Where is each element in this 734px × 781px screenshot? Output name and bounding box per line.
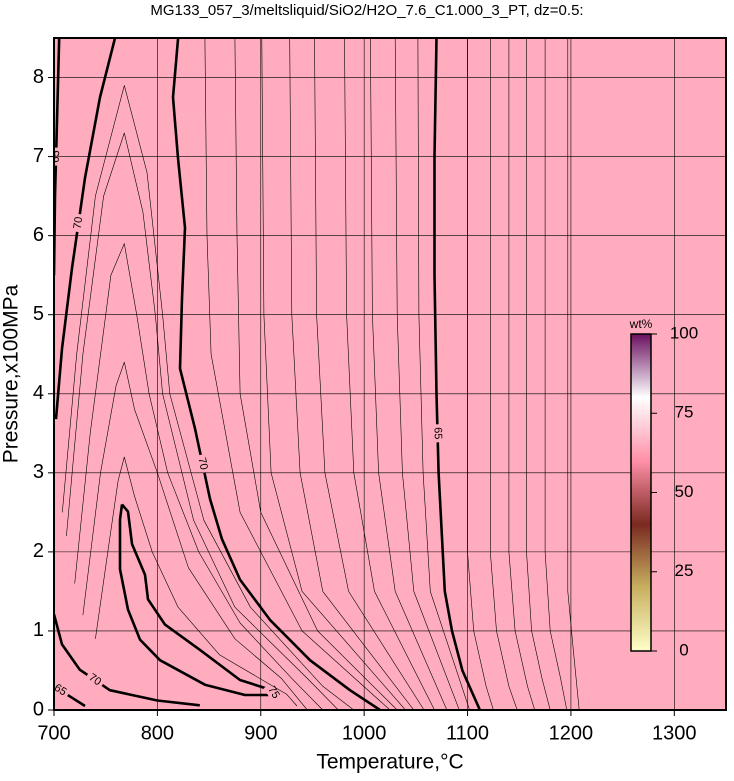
contour-label: 70 [86,671,103,688]
plot-field [54,38,726,710]
x-tick-label: 800 [141,722,174,744]
contour-line [95,456,298,707]
contour-label-bg [263,681,284,704]
y-tick-label: 5 [33,303,44,325]
colorbar-tick-label: 25 [675,561,694,580]
contour-label: 70 [72,216,86,230]
contour-line [82,361,308,710]
colorbar-tick-label: 0 [679,640,688,659]
x-tick-label: 700 [37,722,70,744]
contour-line [234,38,398,710]
colorbar [630,333,652,652]
x-axis-label: Temperature,°C [316,751,463,774]
y-axis-label: Pressure,x100MPa [0,284,23,463]
contour-line [204,38,391,710]
y-tick-label: 7 [33,145,44,167]
y-tick-label: 3 [33,461,44,483]
x-tick-label: 1000 [342,722,387,744]
colorbar-tick-label: 100 [670,323,698,342]
colorbar-tick-label: 50 [675,482,694,501]
contour-label: 65 [431,427,443,440]
contour-label-bg [71,213,86,233]
colorbar-tick-label: 75 [675,403,694,422]
y-tick-label: 2 [33,540,44,562]
x-tick-label: 1300 [652,722,697,744]
y-tick-label: 4 [33,382,44,404]
plot-frame [53,37,727,711]
x-tick-label: 1100 [446,722,489,744]
colorbar-title: wt% [629,317,653,331]
y-tick-label: 0 [33,698,44,720]
y-tick-label: 1 [33,619,44,641]
contour-label-bg [431,424,444,443]
contour-label-bg [84,669,106,690]
y-tick-label: 8 [33,66,44,88]
contour-label: 75 [265,684,282,701]
contour-label-bg [194,453,211,474]
x-tick-label: 1200 [549,722,594,744]
contour-label: 70 [195,456,209,470]
chart-title: MG133_057_3/meltsliquid/SiO2/H2O_7.6_C1.… [150,2,583,19]
y-tick-label: 6 [33,224,44,246]
x-tick-label: 900 [244,722,277,744]
